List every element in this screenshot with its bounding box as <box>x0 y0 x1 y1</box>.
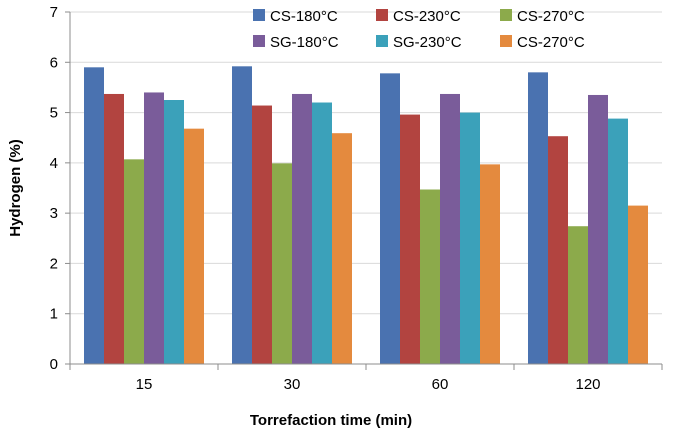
legend-label: CS-270°C <box>517 34 585 51</box>
y-tick-label: 4 <box>50 155 58 172</box>
legend-swatch <box>500 35 512 47</box>
bar-30-series-5 <box>312 102 332 364</box>
legend-label: CS-180°C <box>270 8 338 25</box>
x-tick-label: 15 <box>136 376 153 393</box>
bar-60-series-1 <box>380 73 400 364</box>
legend-label: SG-230°C <box>393 34 462 51</box>
bar-120-series-1 <box>528 72 548 364</box>
legend-label: SG-180°C <box>270 34 339 51</box>
bar-120-series-3 <box>568 226 588 364</box>
bar-30-series-3 <box>272 163 292 364</box>
bar-15-series-1 <box>84 67 104 365</box>
x-axis-title: Torrefaction time (min) <box>250 412 412 429</box>
bar-60-series-6 <box>480 164 500 364</box>
bar-60-series-4 <box>440 93 460 365</box>
y-axis-title: Hydrogen (%) <box>7 139 24 237</box>
x-tick-label: 60 <box>432 376 449 393</box>
bar-60-series-3 <box>420 189 440 364</box>
bar-60-series-2 <box>400 114 420 364</box>
legend-swatch <box>500 9 512 21</box>
bar-15-series-3 <box>124 159 144 364</box>
legend-label: CS-230°C <box>393 8 461 25</box>
bar-120-series-5 <box>608 118 628 364</box>
bar-120-series-6 <box>628 205 648 364</box>
bar-60-series-5 <box>460 112 480 364</box>
x-tick-labels: 15 30 60 120 <box>136 376 601 393</box>
legend-swatch <box>253 35 265 47</box>
y-tick-labels: 0 1 2 3 4 5 6 7 <box>50 4 58 373</box>
legend-swatch <box>376 9 388 21</box>
legend: CS-180°C CS-230°C CS-270°C SG-180°C SG-230°C… <box>253 8 585 51</box>
axes <box>65 11 663 370</box>
y-tick-label: 2 <box>50 255 58 272</box>
bar-15-series-2 <box>104 93 124 365</box>
y-tick-label: 7 <box>50 4 58 21</box>
bar-30-series-1 <box>232 66 252 365</box>
bar-30-series-6 <box>332 133 352 364</box>
y-tick-label: 6 <box>50 54 58 71</box>
bar-15-series-4 <box>144 92 164 364</box>
bar-30-series-2 <box>252 105 272 364</box>
y-tick-label: 3 <box>50 205 58 222</box>
bars <box>84 66 648 365</box>
x-tick-label: 120 <box>575 376 600 393</box>
bar-120-series-2 <box>548 136 568 364</box>
y-tick-label: 0 <box>50 356 58 373</box>
y-tick-label: 5 <box>50 105 58 122</box>
bar-30-series-4 <box>292 93 312 365</box>
x-tick-label: 30 <box>284 376 301 393</box>
legend-swatch <box>253 9 265 21</box>
legend-swatch <box>376 35 388 47</box>
y-tick-label: 1 <box>50 306 58 323</box>
bar-15-series-5 <box>164 100 184 364</box>
bar-120-series-4 <box>588 94 608 364</box>
legend-label: CS-270°C <box>517 8 585 25</box>
bar-15-series-6 <box>184 128 204 364</box>
